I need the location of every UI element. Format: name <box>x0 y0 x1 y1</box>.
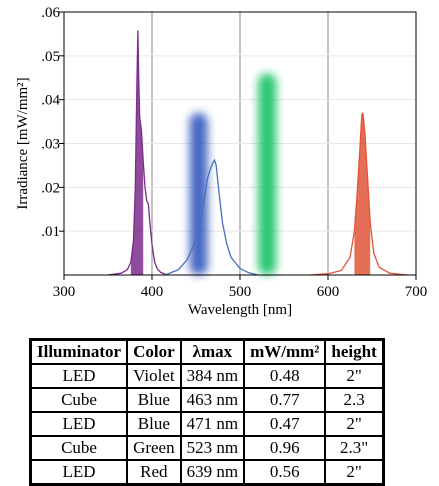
cell-color: Blue <box>126 411 182 437</box>
series-blue-led-line <box>164 158 258 276</box>
header-illuminator: Illuminator <box>29 338 129 365</box>
illuminator-table: Illuminator Color λmax mW/mm² height LED… <box>29 338 385 486</box>
table-row: LED Blue 471 nm 0.47 2" <box>29 411 385 437</box>
cell-irradiance: 0.47 <box>243 411 327 437</box>
cell-illuminator: LED <box>29 363 129 389</box>
chart-bands <box>189 73 277 275</box>
y-tick-label: .02 <box>41 180 60 196</box>
cell-illuminator: Cube <box>29 387 129 413</box>
y-tick-label: .03 <box>41 137 60 153</box>
band-green-cube <box>258 73 277 275</box>
cell-height: 2" <box>324 411 385 437</box>
cell-irradiance: 0.48 <box>243 363 327 389</box>
table-header-row: Illuminator Color λmax mW/mm² height <box>29 338 385 365</box>
table-row: Cube Green 523 nm 0.96 2.3" <box>29 435 385 461</box>
cell-height: 2" <box>324 363 385 389</box>
table-row: Cube Blue 463 nm 0.77 2.3 <box>29 387 385 413</box>
table-row: LED Violet 384 nm 0.48 2" <box>29 363 385 389</box>
cell-color: Red <box>126 459 182 486</box>
header-lambda-max: λmax <box>179 338 246 365</box>
y-axis-label: Irradiance [mW/mm²] <box>15 77 31 209</box>
cell-lambda-max: 463 nm <box>179 387 246 413</box>
chart-series <box>107 30 408 276</box>
chart-ticks: 300 400 500 600 700 .01 .02 .03 .04 .05 .06 <box>41 5 427 300</box>
series-red-led-fill <box>354 112 371 275</box>
x-axis-label: Wavelength [nm] <box>188 302 292 318</box>
cell-color: Blue <box>126 387 182 413</box>
irradiance-chart: 300 400 500 600 700 .01 .02 .03 .04 .05 .06 Wavele… <box>15 5 427 318</box>
illuminator-table-wrap: Illuminator Color λmax mW/mm² height LED… <box>29 338 385 486</box>
x-tick-label: 600 <box>317 284 340 300</box>
cell-height: 2" <box>324 459 385 486</box>
cell-lambda-max: 639 nm <box>179 459 246 486</box>
x-tick-label: 300 <box>53 284 76 300</box>
y-tick-label: .05 <box>41 49 60 65</box>
cell-illuminator: LED <box>29 411 129 437</box>
cell-lambda-max: 523 nm <box>179 435 246 461</box>
y-tick-label: .01 <box>41 224 60 240</box>
cell-height: 2.3 <box>324 387 385 413</box>
cell-lambda-max: 471 nm <box>179 411 246 437</box>
y-tick-label: .06 <box>41 5 60 21</box>
x-tick-label: 700 <box>405 284 428 300</box>
cell-irradiance: 0.96 <box>243 435 327 461</box>
header-height: height <box>324 338 385 365</box>
header-color: Color <box>126 338 182 365</box>
series-violet-led-fill <box>130 30 144 276</box>
cell-height: 2.3" <box>324 435 385 461</box>
cell-illuminator: Cube <box>29 435 129 461</box>
series-red-led-line <box>310 112 408 276</box>
series-violet-led-line <box>107 30 166 276</box>
header-irradiance: mW/mm² <box>243 338 327 365</box>
x-tick-label: 500 <box>229 284 252 300</box>
cell-illuminator: LED <box>29 459 129 486</box>
cell-color: Violet <box>126 363 182 389</box>
cell-color: Green <box>126 435 182 461</box>
y-tick-label: .04 <box>41 93 60 109</box>
band-blue-cube <box>189 112 208 275</box>
table-row: LED Red 639 nm 0.56 2" <box>29 459 385 486</box>
cell-irradiance: 0.77 <box>243 387 327 413</box>
cell-lambda-max: 384 nm <box>179 363 246 389</box>
x-tick-label: 400 <box>141 284 164 300</box>
cell-irradiance: 0.56 <box>243 459 327 486</box>
